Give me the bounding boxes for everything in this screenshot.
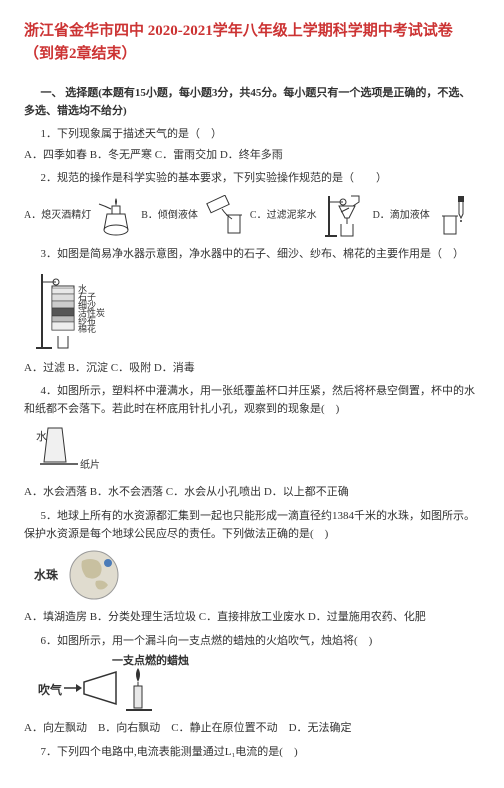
cup-paper-icon: 水 纸片 xyxy=(34,422,110,478)
earth-waterdrop-icon xyxy=(66,547,122,603)
q1-text: 1．下列现象属于描述天气的是（ ） xyxy=(24,126,480,144)
water-purifier-icon: 水 石子 细沙 活性炭 纱布 棉花 xyxy=(34,268,124,354)
q2-text: 2．规范的操作是科学实验的基本要求，下列实验操作规范的是（ ） xyxy=(24,170,480,188)
q3-image: 水 石子 细沙 活性炭 纱布 棉花 xyxy=(34,268,480,354)
q4-image: 水 纸片 xyxy=(34,422,480,478)
question-6: 6．如图所示，用一个漏斗向一支点燃的蜡烛的火焰吹气，烛焰将( ) 吹气 一支点燃… xyxy=(24,633,480,738)
q2-image-row: A．熄灭酒精灯 B．倾倒液体 C．过滤泥浆水 xyxy=(24,192,480,240)
q4-options: A．水会洒落 B．水不会洒落 C．水会从小孔喷出 D．以上都不正确 xyxy=(24,484,480,502)
q7-text: 7．下列四个电路中,电流表能测量通过L₁电流的是( ) xyxy=(24,744,480,762)
q4-paper-label: 纸片 xyxy=(80,458,100,471)
q4-water-label: 水 xyxy=(36,430,47,443)
q2-optB-label: B．倾倒液体 xyxy=(141,208,198,224)
alcohol-lamp-icon xyxy=(97,196,135,236)
filter-icon xyxy=(323,192,367,240)
question-2: 2．规范的操作是科学实验的基本要求，下列实验操作规范的是（ ） A．熄灭酒精灯 … xyxy=(24,170,480,240)
q5-text: 5．地球上所有的水资源都汇集到一起也只能形成一滴直径约1384千米的水珠，如图所… xyxy=(24,508,480,543)
question-1: 1．下列现象属于描述天气的是（ ） A．四季如春 B．冬无严寒 C．雷雨交加 D… xyxy=(24,126,480,164)
q3-options: A．过滤 B．沉淀 C．吸附 D．消毒 xyxy=(24,360,480,378)
dropper-icon xyxy=(436,194,470,238)
question-3: 3．如图是简易净水器示意图，净水器中的石子、细沙、纱布、棉花的主要作用是（ ） … xyxy=(24,246,480,377)
q6-blow-label: 吹气 xyxy=(38,682,62,697)
q2-imgC xyxy=(323,192,367,240)
question-5: 5．地球上所有的水资源都汇集到一起也只能形成一滴直径约1384千米的水珠，如图所… xyxy=(24,508,480,627)
q2-imgA xyxy=(97,196,135,236)
pour-liquid-icon xyxy=(204,195,244,237)
q5-image: 水珠 xyxy=(34,547,480,603)
q2-optA-label: A．熄灭酒精灯 xyxy=(24,208,91,224)
q5-options: A．填湖造房 B．分类处理生活垃圾 C．直接排放工业废水 D．过量施用农药、化肥 xyxy=(24,609,480,627)
label-cotton: 棉花 xyxy=(78,323,96,334)
q6-image: 吹气 一支点燃的蜡烛 xyxy=(34,654,480,714)
q4-text: 4．如图所示，塑料杯中灌满水，用一张纸覆盖杯口并压紧，然后将杯悬空倒置，杯中的水… xyxy=(24,383,480,418)
funnel-candle-icon: 吹气 一支点燃的蜡烛 xyxy=(34,654,194,714)
q1-options: A．四季如春 B．冬无严寒 C．雷雨交加 D．终年多雨 xyxy=(24,147,480,165)
question-4: 4．如图所示，塑料杯中灌满水，用一张纸覆盖杯口并压紧，然后将杯悬空倒置，杯中的水… xyxy=(24,383,480,502)
q5-bead-label: 水珠 xyxy=(34,566,58,585)
q2-imgD xyxy=(436,194,470,238)
page-title: 浙江省金华市四中 2020-2021学年八年级上学期科学期中考试试卷（到第2章结… xyxy=(24,20,480,65)
q2-optD-label: D．滴加液体 xyxy=(373,208,430,224)
q6-options: A．向左飘动 B．向右飘动 C．静止在原位置不动 D．无法确定 xyxy=(24,720,480,738)
q3-text: 3．如图是简易净水器示意图，净水器中的石子、细沙、纱布、棉花的主要作用是（ ） xyxy=(24,246,480,264)
section-header: 一、 选择题(本题有15小题，每小题3分，共45分。每小题只有一个选项是正确的，… xyxy=(24,85,480,120)
q6-text: 6．如图所示，用一个漏斗向一支点燃的蜡烛的火焰吹气，烛焰将( ) xyxy=(24,633,480,651)
q6-candle-label: 一支点燃的蜡烛 xyxy=(112,654,189,667)
q2-optC-label: C．过滤泥浆水 xyxy=(250,208,317,224)
q2-imgB xyxy=(204,195,244,237)
question-7: 7．下列四个电路中,电流表能测量通过L₁电流的是( ) xyxy=(24,744,480,762)
